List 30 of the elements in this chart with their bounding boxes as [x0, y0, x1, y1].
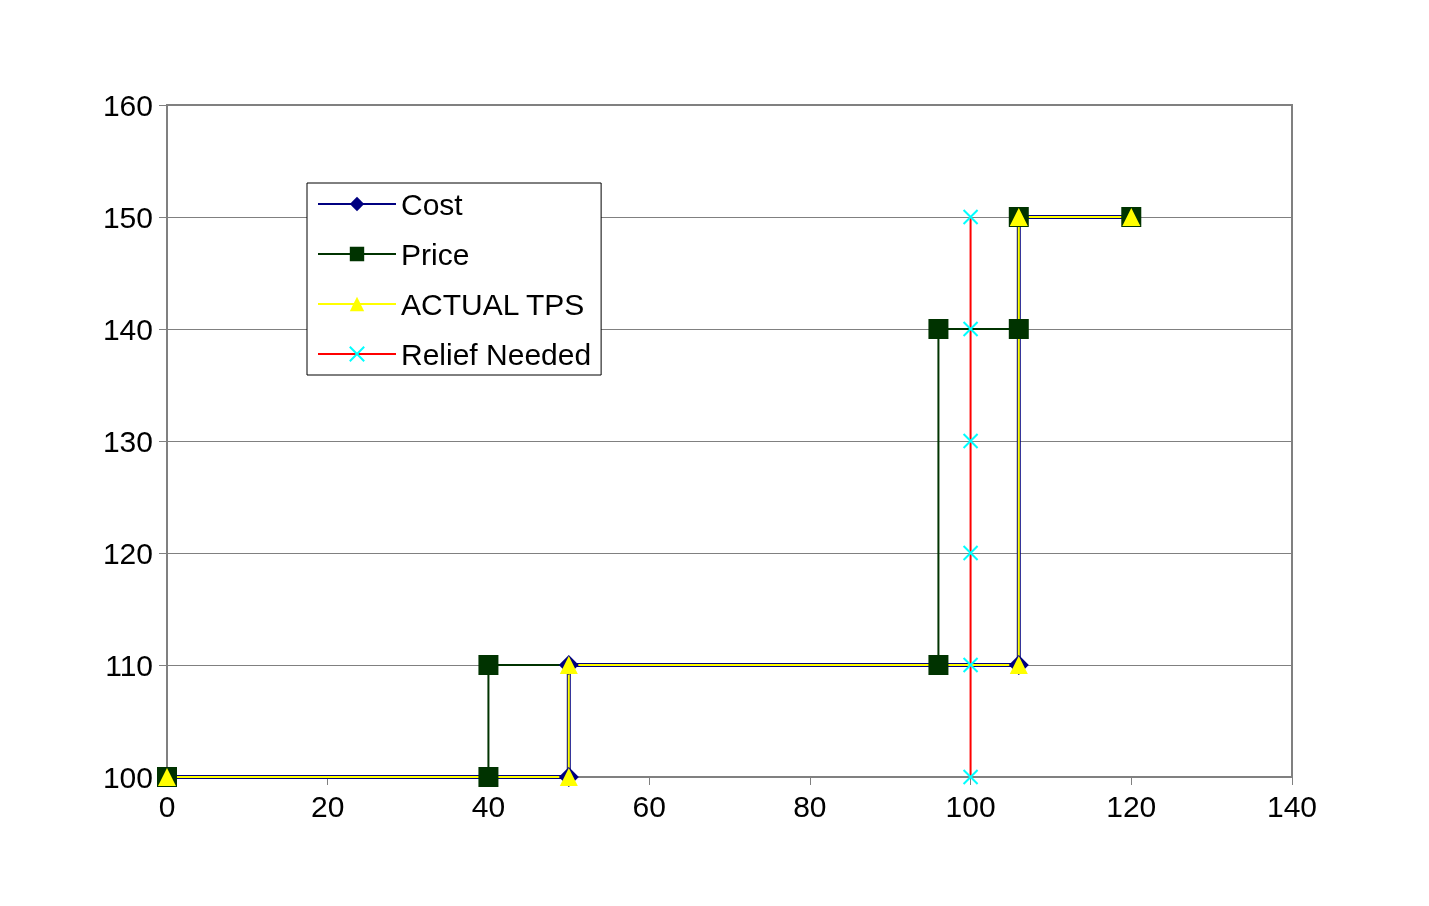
y-tick-label: 130	[102, 424, 153, 458]
x-tick-label: 120	[1106, 789, 1157, 823]
y-tick-label: 100	[102, 760, 153, 794]
point	[962, 433, 979, 449]
point	[928, 655, 949, 675]
x-tick-label: 80	[793, 789, 827, 823]
x-tick-label: 20	[311, 789, 345, 823]
y-tick-label: 160	[102, 88, 153, 122]
y-tick-label: 140	[102, 312, 153, 346]
y-tick-label: 120	[102, 536, 153, 570]
x-tick-label: 60	[632, 789, 666, 823]
point	[478, 767, 499, 787]
point	[962, 769, 979, 785]
point	[1008, 319, 1029, 339]
x-tick-label: 100	[945, 789, 996, 823]
x-tick-label: 140	[1266, 789, 1318, 823]
point	[478, 655, 499, 675]
x-tick-label: 0	[158, 789, 176, 823]
y-tick-label: 110	[105, 648, 153, 682]
y-tick-label: 150	[102, 200, 153, 234]
legend-label: Relief Needed	[401, 337, 592, 371]
point	[962, 321, 979, 337]
legend-label: ACTUAL TPS	[401, 287, 585, 321]
legend-label: Cost	[401, 187, 464, 221]
x-tick-label: 40	[471, 789, 506, 823]
point	[962, 209, 979, 225]
point	[962, 545, 979, 561]
point	[962, 657, 979, 673]
legend-label: Price	[401, 237, 470, 271]
point	[928, 319, 949, 339]
